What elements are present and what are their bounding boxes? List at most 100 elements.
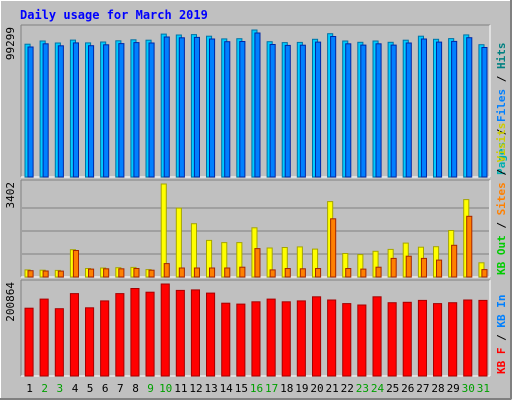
x-tick-label-day-4: 4 [72, 382, 79, 395]
hits-legend-hits: Hits [495, 43, 508, 70]
hits-bar-files-day-27 [420, 38, 427, 178]
visits-bar-sites-day-1 [27, 270, 34, 278]
x-tick-label-day-22: 22 [341, 382, 354, 395]
hits-bar-files-day-4 [72, 42, 80, 178]
hits-bar-files-day-3 [57, 45, 64, 178]
x-tick-label-day-17: 17 [265, 382, 278, 395]
visits-bar-sites-day-16 [254, 248, 261, 278]
kbytes-legend-kb-in: KB In [495, 295, 508, 328]
x-tick-label-day-28: 28 [431, 382, 444, 395]
hits-bar-files-day-23 [360, 44, 367, 178]
x-tick-label-day-8: 8 [132, 382, 139, 395]
kbytes-bar-kb-f-day-5 [85, 307, 95, 377]
x-tick-label-day-23: 23 [356, 382, 369, 395]
x-tick-label-day-20: 20 [310, 382, 323, 395]
visits-bar-sites-day-27 [420, 257, 427, 278]
visits-bar-sites-day-15 [239, 266, 246, 278]
x-tick-label-day-10: 10 [159, 382, 172, 395]
x-tick-label-day-12: 12 [189, 382, 202, 395]
hits-y-max-label: 99299 [4, 27, 17, 60]
hits-legend-files: Files [495, 89, 508, 122]
visits-bar-sites-day-24 [375, 266, 382, 278]
kbytes-bar-kb-f-day-22 [342, 303, 352, 377]
kbytes-legend-separator: / [495, 328, 508, 348]
hits-bar-files-day-8 [133, 42, 140, 178]
visits-legend-label: KB Out / Sites / Visits [495, 123, 508, 275]
x-tick-label-day-31: 31 [477, 382, 490, 395]
visits-bar-sites-day-28 [436, 259, 443, 278]
visits-bar-sites-day-13 [209, 267, 216, 278]
visits-bar-sites-day-26 [405, 255, 412, 278]
kbytes-bar-kb-f-day-19 [296, 300, 306, 377]
hits-bar-files-day-10 [163, 36, 170, 178]
kbytes-bar-kb-f-day-31 [478, 299, 488, 377]
visits-bar-visits-day-11 [175, 207, 182, 278]
kbytes-bar-kb-f-day-9 [145, 291, 155, 377]
kbytes-y-max-label: 200864 [4, 282, 17, 322]
visits-bar-visits-day-10 [160, 183, 167, 278]
kbytes-bar-kb-f-day-14 [221, 302, 231, 377]
kbytes-bar-kb-f-day-16 [251, 301, 261, 377]
hits-bar-files-day-19 [299, 44, 306, 178]
hits-bar-files-day-16 [254, 32, 261, 178]
hits-bar-files-day-25 [390, 44, 397, 178]
x-tick-label-day-16: 16 [250, 382, 263, 395]
visits-bar-sites-day-8 [133, 268, 140, 278]
kbytes-bar-kb-f-day-8 [130, 288, 140, 377]
visits-bar-sites-day-10 [163, 263, 170, 278]
kbytes-bar-kb-f-day-6 [100, 300, 110, 377]
x-tick-label-day-30: 30 [462, 382, 475, 395]
x-tick-label-day-29: 29 [447, 382, 460, 395]
visits-bar-sites-day-18 [284, 268, 291, 278]
hits-bar-files-day-6 [103, 44, 110, 178]
kbytes-bar-kb-f-day-18 [281, 301, 291, 377]
hits-bar-files-day-5 [88, 45, 95, 178]
kbytes-legend-kb-f: KB F [495, 348, 508, 375]
x-tick-label-day-14: 14 [220, 382, 234, 395]
visits-panel: 3402 KB Out / Sites / Visits [4, 123, 508, 278]
x-tick-label-day-11: 11 [174, 382, 187, 395]
kbytes-bar-kb-f-day-21 [327, 299, 337, 377]
x-tick-label-day-25: 25 [386, 382, 399, 395]
visits-legend-visits: Visits [495, 123, 508, 163]
x-tick-label-day-27: 27 [416, 382, 429, 395]
visits-bar-sites-day-14 [224, 267, 231, 278]
hits-bar-files-day-13 [209, 38, 216, 178]
x-tick-label-day-26: 26 [401, 382, 414, 395]
visits-bar-sites-day-22 [345, 268, 352, 278]
kbytes-bar-kb-f-day-10 [160, 283, 170, 377]
hits-bar-files-day-20 [315, 41, 322, 178]
hits-bar-files-day-17 [269, 44, 276, 178]
kbytes-panel: 200864 KB F / KB In [4, 279, 508, 377]
kbytes-bar-kb-f-day-23 [357, 304, 367, 377]
x-tick-label-day-3: 3 [56, 382, 63, 395]
hits-bar-files-day-15 [239, 41, 246, 178]
kbytes-bar-kb-f-day-7 [115, 293, 125, 377]
kbytes-bar-kb-f-day-29 [448, 302, 458, 377]
visits-legend-separator: / [495, 162, 508, 182]
visits-bar-sites-day-23 [360, 268, 367, 278]
kbytes-bar-kb-f-day-26 [402, 301, 412, 377]
kbytes-bar-kb-f-day-13 [206, 292, 216, 377]
kbytes-bar-kb-f-day-30 [463, 299, 473, 377]
kbytes-bar-kb-f-day-2 [39, 298, 49, 377]
visits-bar-sites-day-5 [88, 268, 95, 278]
visits-legend-sites: Sites [495, 182, 508, 215]
x-tick-label-day-6: 6 [102, 382, 109, 395]
kbytes-bar-kb-f-day-28 [433, 303, 443, 377]
kbytes-bar-kb-f-day-20 [312, 296, 322, 377]
visits-bar-sites-day-9 [148, 269, 155, 278]
x-tick-label-day-19: 19 [295, 382, 308, 395]
kbytes-bar-kb-f-day-11 [175, 289, 185, 377]
kbytes-bar-kb-f-day-12 [190, 289, 200, 377]
visits-y-max-label: 3402 [4, 182, 17, 209]
x-tick-label-day-21: 21 [325, 382, 338, 395]
x-tick-label-day-5: 5 [87, 382, 94, 395]
x-tick-label-day-7: 7 [117, 382, 124, 395]
hits-bar-files-day-14 [224, 41, 231, 178]
kbytes-bar-kb-f-day-25 [387, 302, 397, 377]
x-tick-label-day-24: 24 [371, 382, 385, 395]
kbytes-bar-kb-f-day-27 [417, 299, 427, 377]
visits-bar-sites-day-2 [42, 270, 49, 278]
